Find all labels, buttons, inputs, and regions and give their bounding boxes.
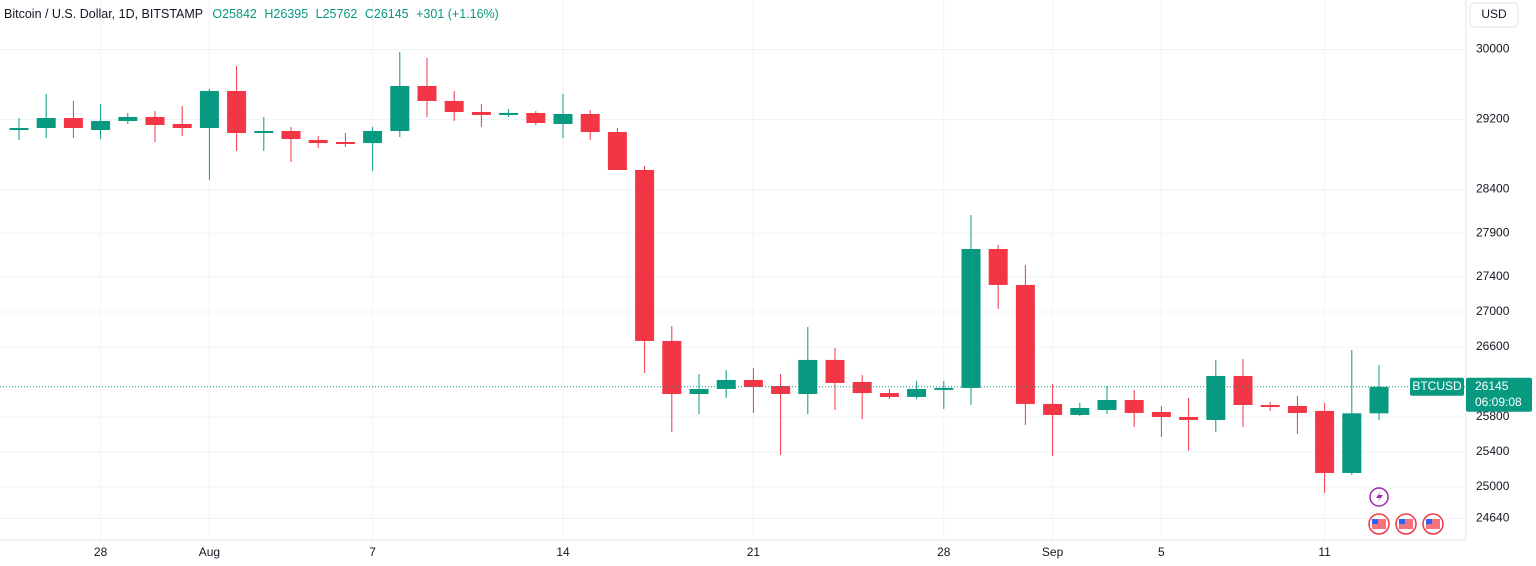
price-box-bg: [1466, 377, 1532, 412]
flag-icon[interactable]: [1368, 513, 1390, 535]
candle-body: [607, 132, 627, 170]
candle-body: [1043, 403, 1063, 415]
candle-body: [798, 359, 818, 394]
candle-body: [1233, 375, 1253, 405]
candle-body: [689, 388, 709, 394]
candle-body: [1151, 411, 1171, 417]
ohlc-close: C26145: [365, 7, 409, 21]
ohlc-high: H26395: [264, 7, 308, 21]
candle-body: [145, 116, 165, 126]
candle-body: [63, 118, 83, 129]
x-tick-label: 28: [94, 545, 108, 559]
y-tick-label: 25000: [1476, 479, 1510, 493]
x-tick-label: 7: [369, 545, 376, 559]
x-tick-label: 21: [747, 545, 761, 559]
y-tick-label: 26600: [1476, 339, 1510, 353]
candle-body: [199, 90, 219, 129]
candle-body: [417, 86, 437, 101]
y-tick-label: 27000: [1476, 304, 1510, 318]
candle-body: [907, 388, 927, 397]
candle-body: [1369, 386, 1389, 414]
flag-icon[interactable]: [1422, 513, 1444, 535]
candle-body: [961, 249, 981, 388]
y-tick-label: 27400: [1476, 269, 1510, 283]
candle-body: [852, 381, 872, 394]
candle-body: [716, 379, 736, 389]
candles: [9, 51, 1389, 493]
lightning: [1376, 491, 1383, 503]
event-icons: [1368, 487, 1444, 535]
y-tick-label: 29200: [1476, 112, 1510, 126]
currency: USD: [1481, 7, 1507, 21]
candle-body: [635, 169, 655, 341]
candle-body: [1124, 400, 1144, 413]
y-tick-label: 25800: [1476, 409, 1510, 423]
candle-body: [526, 112, 546, 124]
candle-body: [172, 123, 192, 129]
y-tick-label: 25400: [1476, 444, 1510, 458]
candle-body: [1342, 413, 1362, 473]
candle-body: [9, 128, 29, 131]
flag-icon[interactable]: [1395, 513, 1417, 535]
candle-body: [281, 130, 301, 140]
candle-body: [825, 359, 845, 383]
candle-body: [363, 130, 383, 144]
candle-body: [1179, 416, 1199, 420]
candle-body: [771, 386, 791, 394]
y-tick-label: 24640: [1476, 511, 1510, 525]
x-tick-label: 5: [1158, 545, 1165, 559]
ohlc-low: L25762: [316, 7, 358, 21]
x-tick-label: Sep: [1042, 545, 1064, 559]
price-countdown: 06:09:08: [1475, 395, 1522, 409]
ohlc-open: O25842: [212, 7, 257, 21]
change: +301 (+1.16%): [416, 7, 499, 21]
candle-body: [580, 114, 600, 133]
candle-body: [1315, 410, 1335, 473]
price-tag-label: BTCUSD: [1412, 379, 1462, 393]
candle-body: [499, 112, 519, 115]
candle-body: [227, 90, 247, 133]
candle-body: [36, 118, 56, 129]
candle-body: [743, 379, 763, 387]
price-tag-bg: [1410, 377, 1464, 396]
candle-body: [471, 111, 491, 115]
x-tick-label: 14: [556, 545, 570, 559]
candle-body: [308, 139, 328, 144]
y-tick-label: 30000: [1476, 42, 1510, 56]
candle-body: [879, 393, 899, 397]
candle-body: [390, 86, 410, 131]
candle-body: [553, 114, 573, 124]
currency-button[interactable]: [1469, 2, 1519, 28]
candle-body: [91, 121, 111, 131]
candle-body: [1097, 400, 1117, 410]
y-tick-label: 27900: [1476, 225, 1510, 239]
grid: [0, 0, 1466, 540]
price-value: 26145: [1475, 379, 1509, 393]
candle-body: [118, 116, 138, 122]
candle-body: [1015, 284, 1035, 404]
candle-body: [444, 100, 464, 112]
candle-body: [254, 130, 274, 133]
candle-body: [1206, 375, 1226, 420]
candle-body: [988, 249, 1008, 285]
candle-body: [335, 141, 355, 145]
candle-body: [1260, 405, 1280, 408]
x-tick-label: 11: [1318, 545, 1331, 559]
x-tick-label: Aug: [199, 545, 220, 559]
candle-body: [1070, 407, 1090, 415]
symbol: Bitcoin / U.S. Dollar, 1D, BITSTAMP: [4, 7, 203, 21]
y-tick-label: 28400: [1476, 182, 1510, 196]
candle-body: [1287, 405, 1307, 413]
header: Bitcoin / U.S. Dollar, 1D, BITSTAMP O258…: [4, 7, 499, 21]
candle-body: [662, 340, 682, 394]
x-tick-label: 28: [937, 545, 951, 559]
candle-body: [934, 387, 954, 390]
